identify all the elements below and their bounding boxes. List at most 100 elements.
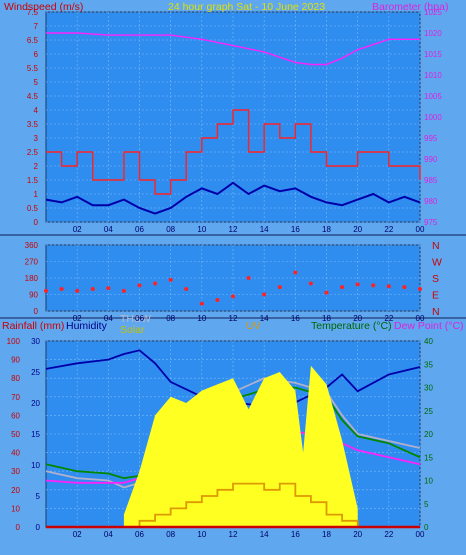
- panel1-left-tick: 5.5: [27, 64, 39, 73]
- panel1-x-tick: 02: [73, 225, 82, 234]
- compass-label: W: [432, 257, 442, 269]
- wind-direction-point: [59, 287, 64, 291]
- wind-direction-point: [371, 283, 376, 288]
- panel1-right-tick: 990: [424, 155, 438, 164]
- panel3-x-tick: 08: [166, 530, 175, 539]
- wind-direction-point: [215, 298, 220, 302]
- panel1-left-tick: 1: [34, 190, 39, 199]
- panel3-left-tick: 30: [11, 467, 20, 476]
- temperature-axis-title: Temperature (°C): [311, 320, 392, 332]
- panel3-right-tick: 25: [424, 407, 433, 416]
- panel3-left-tick: 50: [11, 430, 20, 439]
- barometer-axis-title: Barometer (hpa): [372, 1, 448, 13]
- panel3-right-tick: 35: [424, 360, 433, 369]
- compass-label: N: [432, 306, 440, 318]
- wind-direction-point: [308, 281, 313, 286]
- panel1-left-tick: 7.5: [27, 8, 39, 17]
- wind-direction-point: [418, 287, 422, 291]
- panel3-left-tick: 20: [11, 486, 20, 495]
- panel3-left-tick: 60: [11, 411, 20, 420]
- panel1-right-tick: 980: [424, 197, 438, 206]
- panel1-left-tick: 0.5: [27, 204, 39, 213]
- panel1-right-tick: 1005: [424, 92, 442, 101]
- panel1-x-tick: 18: [322, 225, 331, 234]
- panel3-x-tick: 18: [322, 530, 331, 539]
- panel2-x-tick: 08: [166, 314, 175, 323]
- solar-label: Solar: [120, 324, 145, 336]
- humidity-axis-tick: 20: [31, 399, 40, 408]
- panel1-right-tick: 1025: [424, 8, 442, 17]
- series-line-barometer-hpa-: [46, 32, 420, 66]
- panel3-x-tick: 10: [197, 530, 206, 539]
- wind-direction-point: [90, 287, 95, 291]
- panel1-x-tick: 04: [104, 225, 113, 234]
- wind-direction-point: [277, 285, 282, 290]
- panel1-right-tick: 1010: [424, 71, 442, 80]
- chart-marks: 02 04 06 08 10 12 14 16 18 20 22 007.576.565.554.54…: [7, 8, 443, 539]
- panel2-x-tick: 12: [229, 314, 238, 323]
- wind-direction-point: [168, 277, 173, 282]
- wind-direction-point: [246, 276, 251, 280]
- panel3-right-tick: 30: [424, 384, 433, 393]
- wind-direction-point: [293, 270, 298, 275]
- panel1-x-tick: 22: [384, 225, 393, 234]
- panel3-right-tick: 10: [424, 477, 433, 486]
- panel1-x-tick: 06: [135, 225, 144, 234]
- panel1-left-tick: 6.5: [27, 36, 39, 45]
- panel2-x-tick: 14: [260, 314, 269, 323]
- panel1-left-tick: 3: [34, 134, 39, 143]
- wind-direction-point: [184, 287, 189, 291]
- panel2-x-tick: 10: [197, 314, 206, 323]
- wind-direction-point: [231, 294, 235, 299]
- wind-direction-point: [355, 282, 360, 287]
- panel3-x-tick: 22: [384, 530, 393, 539]
- panel2-x-tick: 00: [416, 314, 425, 323]
- wind-direction-point: [44, 288, 48, 293]
- wind-direction-point: [75, 288, 80, 293]
- compass-label: N: [432, 240, 440, 252]
- panel1-left-tick: 4: [34, 106, 39, 115]
- panel1-right-tick: 985: [424, 176, 438, 185]
- panel3-x-tick: 04: [104, 530, 113, 539]
- panel3-x-tick: 12: [229, 530, 238, 539]
- humidity-axis-tick: 5: [36, 492, 41, 501]
- panel3-right-tick: 0: [424, 523, 429, 532]
- humidity-axis-tick: 0: [36, 523, 41, 532]
- humidity-axis-tick: 15: [31, 430, 40, 439]
- panel3-x-tick: 14: [260, 530, 269, 539]
- solar-area: [123, 365, 358, 527]
- panel2-x-tick: 02: [73, 314, 82, 323]
- panel1-left-tick: 7: [34, 22, 39, 31]
- wind-direction-point: [402, 285, 407, 290]
- panel1-x-tick: 20: [353, 225, 362, 234]
- panel3-right-tick: 20: [424, 430, 433, 439]
- compass-label: E: [432, 290, 439, 302]
- wind-direction-point: [199, 301, 204, 306]
- series-line-gust: [46, 109, 421, 195]
- panel2-left-tick: 90: [29, 291, 38, 300]
- panel3-x-tick: 06: [135, 530, 144, 539]
- humidity-axis-tick: 10: [31, 461, 40, 470]
- panel3-right-tick: 5: [424, 500, 429, 509]
- panel2-left-tick: 0: [34, 307, 39, 316]
- panel1-left-tick: 3.5: [27, 120, 39, 129]
- panel1-right-tick: 1000: [424, 113, 442, 122]
- panel3-left-tick: 80: [11, 374, 20, 383]
- wind-direction-point: [153, 281, 158, 286]
- panel2-x-tick: 18: [322, 314, 331, 323]
- panel1-right-tick: 975: [424, 218, 438, 227]
- series-line-average: [45, 181, 421, 215]
- panel2-left-tick: 360: [25, 241, 39, 250]
- panel2-x-tick: 16: [291, 314, 300, 323]
- panel3-x-tick: 00: [416, 530, 425, 539]
- panel1-left-tick: 4.5: [27, 92, 39, 101]
- panel1-left-tick: 1.5: [27, 176, 39, 185]
- compass-label: S: [432, 273, 439, 285]
- thsw-label: THSW: [120, 313, 151, 325]
- panel1-x-tick: 12: [229, 225, 238, 234]
- panel1-left-tick: 2: [34, 162, 39, 171]
- panel2-x-tick: 20: [353, 314, 362, 323]
- panel2-x-tick: 04: [104, 314, 113, 323]
- panel2-x-tick: 06: [135, 314, 144, 323]
